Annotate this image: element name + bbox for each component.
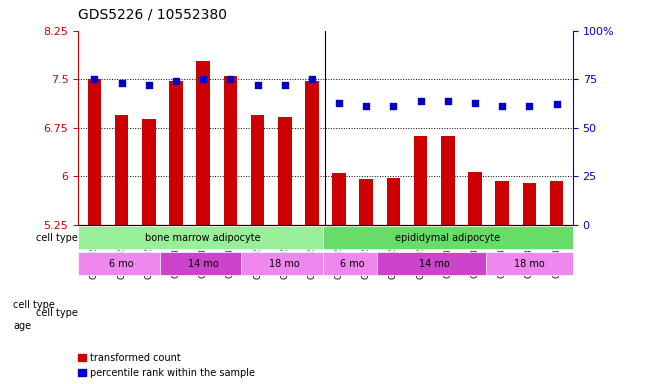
- Bar: [197, 61, 210, 225]
- FancyBboxPatch shape: [377, 252, 492, 275]
- Point: [225, 76, 236, 82]
- Point: [470, 99, 480, 106]
- Text: cell type: cell type: [36, 308, 77, 318]
- Bar: [359, 179, 373, 225]
- FancyBboxPatch shape: [159, 252, 247, 275]
- Point: [279, 82, 290, 88]
- Point: [117, 80, 127, 86]
- Text: 14 mo: 14 mo: [187, 258, 219, 268]
- FancyBboxPatch shape: [323, 226, 573, 249]
- Point: [361, 103, 372, 109]
- Point: [551, 101, 562, 108]
- Text: bone marrow adipocyte: bone marrow adipocyte: [145, 233, 261, 243]
- Point: [334, 99, 344, 106]
- Bar: [495, 181, 509, 225]
- Text: epididymal adipocyte: epididymal adipocyte: [395, 233, 501, 243]
- Point: [144, 82, 154, 88]
- Bar: [468, 172, 482, 225]
- Point: [388, 103, 398, 109]
- Text: 6 mo: 6 mo: [340, 258, 365, 268]
- Bar: [115, 115, 128, 225]
- FancyBboxPatch shape: [323, 252, 383, 275]
- Bar: [441, 136, 454, 225]
- Bar: [142, 119, 156, 225]
- Bar: [223, 76, 237, 225]
- Bar: [305, 81, 319, 225]
- Text: cell type: cell type: [36, 233, 77, 243]
- Bar: [523, 183, 536, 225]
- Point: [171, 78, 181, 84]
- FancyBboxPatch shape: [486, 252, 573, 275]
- Text: 6 mo: 6 mo: [109, 258, 134, 268]
- Point: [253, 82, 263, 88]
- Point: [497, 103, 507, 109]
- Text: percentile rank within the sample: percentile rank within the sample: [90, 368, 255, 378]
- Bar: [332, 173, 346, 225]
- FancyBboxPatch shape: [78, 252, 165, 275]
- Point: [198, 76, 208, 82]
- Text: GDS5226 / 10552380: GDS5226 / 10552380: [78, 7, 227, 21]
- Bar: [251, 116, 264, 225]
- Text: cell type: cell type: [13, 300, 55, 310]
- Text: 18 mo: 18 mo: [514, 258, 545, 268]
- Bar: [414, 136, 428, 225]
- FancyBboxPatch shape: [242, 252, 328, 275]
- Point: [415, 98, 426, 104]
- FancyBboxPatch shape: [78, 226, 328, 249]
- Point: [307, 76, 317, 82]
- Bar: [169, 81, 183, 225]
- Bar: [88, 79, 101, 225]
- Text: transformed count: transformed count: [90, 353, 180, 362]
- Point: [443, 98, 453, 104]
- Bar: [550, 181, 563, 225]
- Point: [524, 103, 534, 109]
- Bar: [387, 177, 400, 225]
- Text: age: age: [13, 321, 31, 331]
- Text: 14 mo: 14 mo: [419, 258, 450, 268]
- Point: [89, 76, 100, 82]
- Bar: [278, 117, 292, 225]
- Text: 18 mo: 18 mo: [270, 258, 300, 268]
